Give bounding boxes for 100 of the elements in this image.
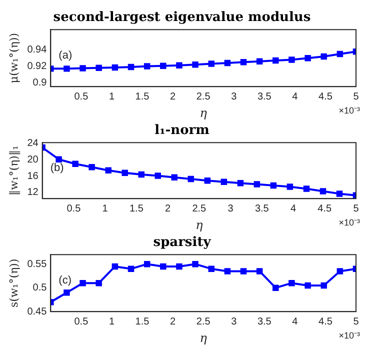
point bbox=[336, 268, 344, 274]
x-tick-label: 4 bbox=[292, 316, 298, 328]
point bbox=[144, 260, 150, 268]
point bbox=[272, 284, 279, 291]
text: ×10⁻³ bbox=[338, 106, 360, 116]
point bbox=[96, 280, 102, 286]
x-tick-label: 4.5 bbox=[318, 91, 333, 102]
y-tick-label: 0.9 bbox=[32, 77, 48, 88]
chart-title: l₁-norm bbox=[154, 123, 210, 138]
point bbox=[304, 54, 311, 62]
x-tick-label: 1 bbox=[108, 316, 115, 328]
x-tick-label: 1 bbox=[102, 203, 108, 214]
x-tick-label: 1.5 bbox=[135, 91, 150, 102]
y-tick-label: 12 bbox=[27, 187, 39, 198]
x-tick-label: 3.5 bbox=[257, 91, 272, 102]
point bbox=[128, 64, 134, 70]
point bbox=[192, 61, 198, 68]
point bbox=[188, 176, 194, 182]
x-tick-label: 4.5 bbox=[318, 203, 332, 214]
point bbox=[288, 56, 295, 63]
point bbox=[80, 65, 86, 72]
x-tick-label: 3 bbox=[231, 91, 238, 102]
point bbox=[224, 60, 231, 66]
point bbox=[80, 280, 86, 286]
x-tick-label: 0.5 bbox=[74, 316, 89, 328]
point bbox=[112, 263, 118, 270]
point bbox=[105, 167, 112, 174]
text: ×10⁻³ bbox=[338, 218, 360, 228]
x-tick-label: 2.5 bbox=[192, 203, 207, 214]
annotation: (a) bbox=[58, 49, 72, 62]
point bbox=[208, 266, 215, 272]
chart-title: sparsity bbox=[153, 235, 212, 250]
point bbox=[270, 182, 277, 189]
y-axis-title: ‖w₁°(η)‖₁ bbox=[7, 146, 20, 196]
point bbox=[288, 280, 295, 286]
point bbox=[272, 57, 279, 64]
point bbox=[304, 282, 311, 289]
x-tick-label: 2 bbox=[170, 316, 176, 328]
point bbox=[88, 164, 95, 170]
point bbox=[320, 282, 327, 289]
point bbox=[240, 59, 247, 66]
point bbox=[128, 266, 134, 272]
x-tick-label: 4.5 bbox=[318, 316, 333, 328]
y-tick-label: 0.5 bbox=[32, 282, 48, 294]
point bbox=[336, 50, 344, 58]
y-tick-label: 0.55 bbox=[27, 258, 48, 270]
x-tick-label: 2.5 bbox=[196, 91, 211, 102]
x-tick-label: 1.5 bbox=[135, 316, 150, 328]
point bbox=[176, 62, 182, 69]
point bbox=[220, 178, 228, 185]
x-axis-title: η bbox=[196, 218, 204, 232]
x-tick-label: 2.5 bbox=[196, 316, 211, 328]
point bbox=[256, 268, 263, 274]
point bbox=[320, 53, 327, 60]
point bbox=[56, 156, 62, 162]
y-tick-label: 0.45 bbox=[27, 306, 48, 318]
point bbox=[72, 160, 78, 167]
y-tick-label: 24 bbox=[27, 138, 39, 150]
point bbox=[303, 186, 310, 192]
point bbox=[160, 263, 166, 270]
point bbox=[160, 62, 166, 69]
point bbox=[256, 58, 263, 64]
point bbox=[64, 66, 70, 72]
y-tick-label: 0.92 bbox=[27, 60, 48, 72]
y-axis-title: μ(w₁°(η)) bbox=[7, 32, 20, 84]
point bbox=[224, 268, 231, 274]
x-tick-label: 3 bbox=[228, 203, 234, 214]
point bbox=[154, 172, 162, 179]
point bbox=[254, 181, 260, 188]
x-axis-title: η bbox=[200, 106, 208, 120]
x-tick-label: 4 bbox=[290, 203, 296, 214]
text: ×10⁻³ bbox=[338, 330, 360, 341]
point bbox=[112, 64, 118, 71]
x-tick-label: 1.5 bbox=[129, 203, 144, 214]
annotation: (b) bbox=[50, 162, 64, 174]
x-tick-label: 5 bbox=[353, 91, 360, 102]
point bbox=[64, 289, 70, 296]
x-tick-label: 0.5 bbox=[66, 203, 82, 214]
point bbox=[204, 177, 211, 184]
chart-title: second-largest eigenvalue modulus bbox=[53, 10, 311, 26]
point bbox=[138, 171, 145, 178]
x-axis-title: η bbox=[200, 330, 208, 345]
x-tick-label: 0.5 bbox=[74, 91, 89, 102]
point bbox=[171, 174, 178, 180]
point bbox=[240, 268, 247, 274]
point bbox=[96, 64, 102, 71]
x-tick-label: 5 bbox=[353, 203, 360, 214]
point bbox=[208, 60, 215, 67]
x-tick-label: 5 bbox=[353, 316, 360, 328]
point bbox=[286, 184, 294, 190]
point bbox=[320, 188, 326, 194]
x-tick-label: 2 bbox=[165, 203, 172, 214]
point bbox=[144, 63, 150, 70]
x-tick-label: 1 bbox=[108, 91, 115, 102]
point bbox=[336, 190, 343, 197]
point bbox=[192, 260, 198, 268]
annotation: (c) bbox=[58, 274, 72, 286]
y-tick-label: 0.94 bbox=[27, 44, 48, 56]
point bbox=[122, 170, 128, 176]
point bbox=[237, 180, 244, 186]
